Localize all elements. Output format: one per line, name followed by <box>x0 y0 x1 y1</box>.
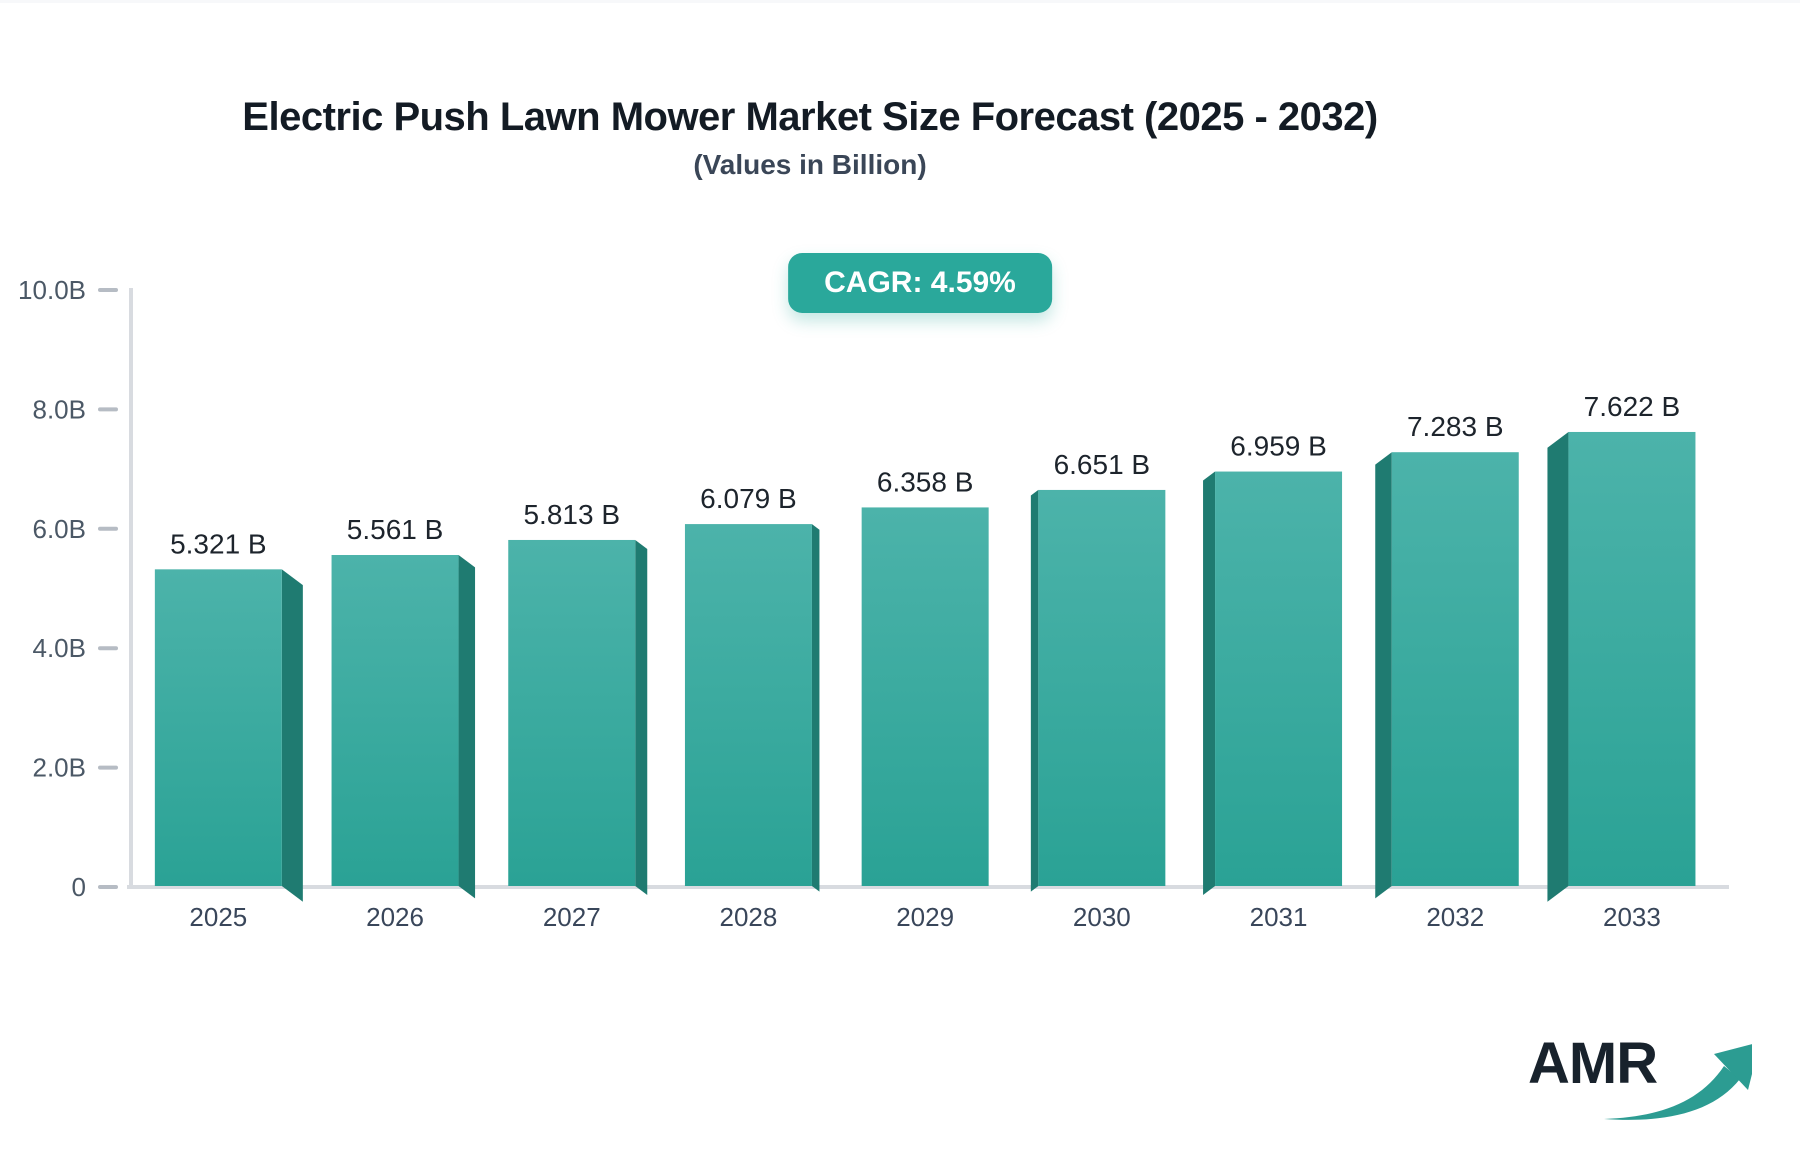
y-axis-line <box>129 288 133 889</box>
x-tick-label: 2027 <box>543 902 601 932</box>
x-tick-label: 2026 <box>366 902 424 932</box>
bar-side-2025 <box>281 569 303 902</box>
bar-side-2033 <box>1547 431 1569 902</box>
y-tick-label: 10.0B <box>18 275 86 305</box>
y-tick-label: 8.0B <box>33 394 87 424</box>
x-tick-label: 2031 <box>1250 902 1308 932</box>
bar-value-label: 7.283 B <box>1407 411 1504 442</box>
y-tick-label: 2.0B <box>33 753 87 783</box>
x-tick-label: 2025 <box>189 902 247 932</box>
y-tick-dash <box>98 407 118 412</box>
x-tick-label: 2029 <box>896 902 954 932</box>
bar-value-label: 6.079 B <box>700 483 797 514</box>
bar-2032 <box>1391 452 1519 886</box>
cagr-badge: CAGR: 4.59% <box>788 253 1052 313</box>
y-tick-dash <box>98 646 118 651</box>
bar-side-2030 <box>1030 489 1039 892</box>
bar-value-label: 7.622 B <box>1584 391 1681 422</box>
y-tick-label: 6.0B <box>33 514 87 544</box>
x-tick-label: 2028 <box>720 902 778 932</box>
bar-2028 <box>684 524 812 886</box>
bar-side-2026 <box>458 555 476 899</box>
chart-title: Electric Push Lawn Mower Market Size For… <box>242 95 1378 139</box>
bar-2031 <box>1215 471 1343 886</box>
bar-value-label: 6.358 B <box>877 466 974 497</box>
window-edge <box>0 0 1800 3</box>
bar-side-2027 <box>635 539 648 895</box>
bar-2029 <box>861 507 989 886</box>
bar-2030 <box>1038 489 1166 886</box>
x-axis-line <box>127 885 1729 889</box>
bar-value-label: 5.561 B <box>347 514 444 545</box>
brand-logo: AMR <box>1520 1022 1752 1132</box>
y-tick-dash <box>98 526 118 531</box>
axes: 0 2.0B 4.0B 6.0B 8.0B 10.0B <box>18 275 1729 902</box>
bar-side-2028 <box>811 524 820 892</box>
bar-2025 <box>154 569 282 886</box>
bars <box>154 431 1696 902</box>
bar-value-label: 5.813 B <box>523 499 620 530</box>
bar-value-label: 6.959 B <box>1230 431 1327 462</box>
y-tick-dash <box>98 765 118 770</box>
bar-side-2032 <box>1375 452 1392 899</box>
growth-arrow-icon <box>1604 1044 1752 1120</box>
brand-logo-text: AMR <box>1528 1031 1658 1096</box>
y-tick-label: 4.0B <box>33 633 87 663</box>
bar-value-label: 5.321 B <box>170 528 267 559</box>
x-tick-label: 2033 <box>1603 902 1661 932</box>
x-tick-label: 2030 <box>1073 902 1131 932</box>
bar-2026 <box>331 555 459 886</box>
bar-value-label: 6.651 B <box>1054 449 1151 480</box>
y-tick-dash <box>98 288 118 292</box>
data-labels: 5.321 B 2025 5.561 B 2026 5.813 B 2027 6.079 B… <box>170 391 1680 932</box>
y-tick-dash <box>98 885 118 889</box>
chart-subtitle: (Values in Billion) <box>693 149 927 180</box>
bar-side-2031 <box>1203 471 1216 895</box>
bar-2033 <box>1568 431 1696 886</box>
bar-2027 <box>508 539 636 886</box>
y-tick-label: 0 <box>72 872 86 902</box>
x-tick-label: 2032 <box>1426 902 1484 932</box>
